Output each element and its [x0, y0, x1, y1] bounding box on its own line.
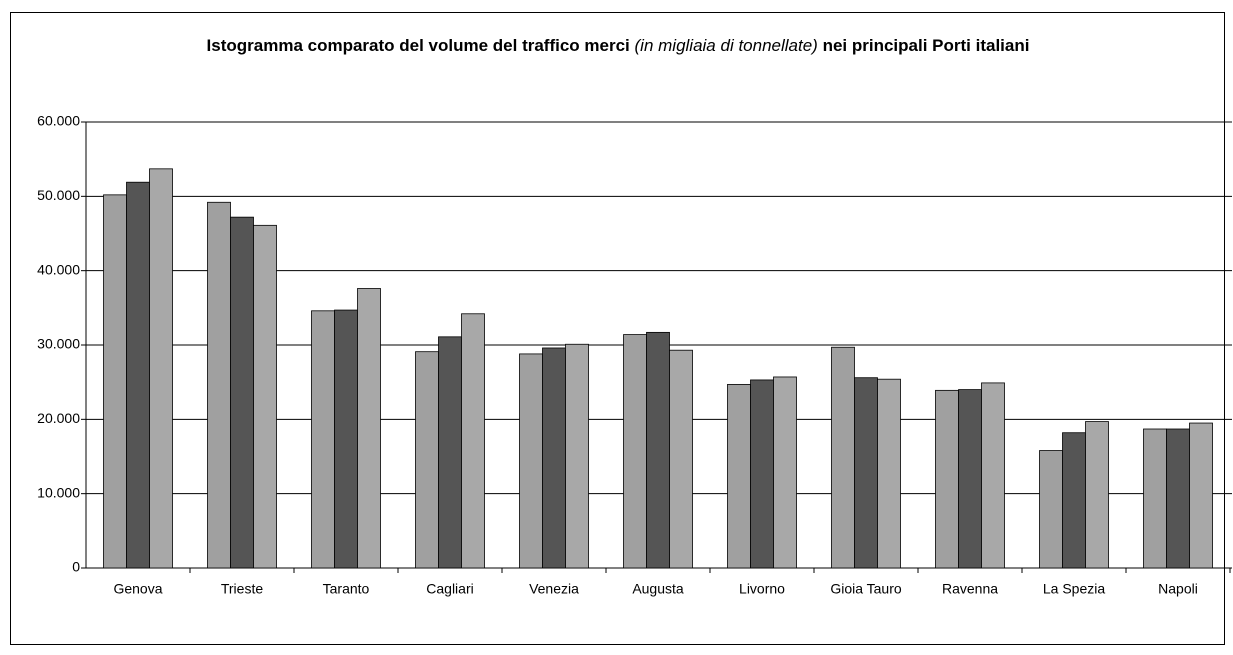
- bar: [1143, 428, 1167, 569]
- bar: [311, 310, 335, 569]
- x-tick-label: Napoli: [1158, 581, 1198, 597]
- y-tick-label: 10.000: [37, 484, 80, 500]
- x-tick-label: Livorno: [739, 581, 785, 597]
- bar: [1039, 450, 1063, 569]
- y-tick-label: 40.000: [37, 261, 80, 277]
- bar: [149, 168, 173, 569]
- bar: [981, 382, 1005, 569]
- title-main: Istogramma comparato del volume del traf…: [207, 36, 630, 55]
- chart-title: Istogramma comparato del volume del traf…: [207, 36, 1030, 55]
- bar: [438, 336, 462, 569]
- bar: [207, 201, 231, 569]
- bar: [461, 313, 485, 569]
- bar: [519, 353, 543, 569]
- bar: [1166, 428, 1190, 569]
- y-tick-label: 30.000: [37, 336, 80, 352]
- bar: [958, 389, 982, 569]
- x-tick-label: Ravenna: [942, 581, 998, 597]
- bar: [750, 379, 774, 569]
- bar: [646, 331, 670, 569]
- y-tick-label: 50.000: [37, 187, 80, 203]
- bar: [415, 351, 439, 569]
- y-tick-label: 0: [72, 559, 80, 575]
- bar: [126, 181, 150, 569]
- bar: [623, 334, 647, 569]
- x-tick-label: Trieste: [221, 581, 263, 597]
- bar: [357, 288, 381, 569]
- x-tick-label: Augusta: [632, 581, 684, 597]
- bar: [831, 346, 855, 569]
- x-tick-label: Cagliari: [426, 581, 473, 597]
- bar: [542, 347, 566, 569]
- bar: [565, 343, 589, 569]
- title-end: nei principali Porti italiani: [823, 36, 1030, 55]
- bar: [877, 378, 901, 569]
- bar: [230, 216, 254, 569]
- bar: [1085, 421, 1109, 569]
- x-tick-label: Taranto: [323, 581, 370, 597]
- bar: [1062, 432, 1086, 569]
- x-tick-label: La Spezia: [1043, 581, 1105, 597]
- y-tick-label: 20.000: [37, 410, 80, 426]
- bar: [669, 349, 693, 569]
- x-tick-label: Genova: [113, 581, 162, 597]
- bar: [854, 377, 878, 569]
- x-tick-label: Gioia Tauro: [830, 581, 902, 597]
- bar: [253, 224, 277, 569]
- bar: [103, 194, 127, 569]
- y-tick-label: 60.000: [37, 113, 80, 129]
- bar: [727, 383, 751, 569]
- bar: [935, 389, 959, 569]
- x-tick-label: Venezia: [529, 581, 579, 597]
- title-note: (in migliaia di tonnellate): [635, 36, 818, 55]
- bar: [334, 309, 358, 569]
- bar: [1189, 422, 1213, 569]
- bar: [773, 376, 797, 569]
